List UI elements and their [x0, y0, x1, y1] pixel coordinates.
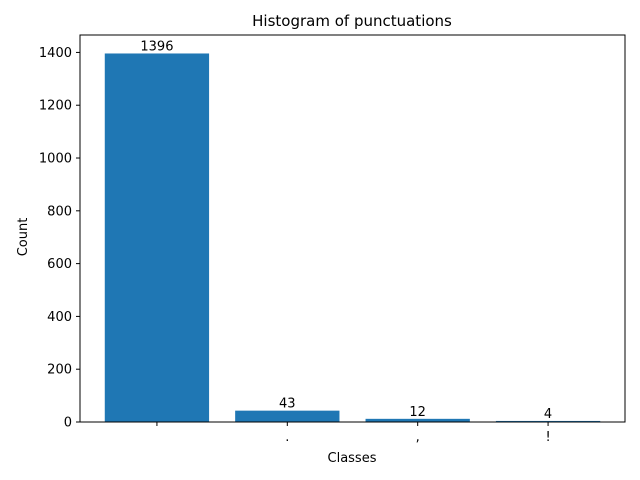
y-tick-label: 400: [47, 310, 72, 325]
bars: [104, 53, 601, 423]
y-tick-label: 600: [47, 257, 72, 272]
y-tick-label: 200: [47, 363, 72, 378]
bar-value-label: 12: [409, 405, 426, 420]
y-tick-label: 1400: [39, 46, 72, 61]
y-axis-label: Count: [16, 218, 31, 257]
bar: [104, 53, 210, 423]
bar-data-labels: 1396 43 12 4: [140, 39, 552, 421]
x-axis-label: Classes: [328, 451, 377, 466]
bar-value-label: 43: [279, 397, 296, 412]
y-tick-label: 0: [64, 416, 72, 431]
bar-value-label: 4: [544, 407, 552, 422]
y-tick-label: 1000: [39, 152, 72, 167]
x-tick-label: !: [545, 430, 550, 445]
x-tick-label: ,: [416, 430, 420, 445]
y-tick-label: 800: [47, 204, 72, 219]
bar: [495, 420, 601, 422]
bar: [235, 410, 340, 422]
y-tick-label: 1200: [39, 99, 72, 114]
plot-frame: [79, 34, 626, 423]
x-tick-label: .: [285, 430, 289, 445]
x-axis-ticks: .,!: [156, 422, 551, 445]
y-axis-ticks: 0 200 400 600 800 1000 1200 1400: [39, 46, 80, 431]
bar: [365, 418, 470, 422]
chart-title: Histogram of punctuations: [252, 12, 452, 30]
bar-value-label: 1396: [140, 39, 173, 54]
